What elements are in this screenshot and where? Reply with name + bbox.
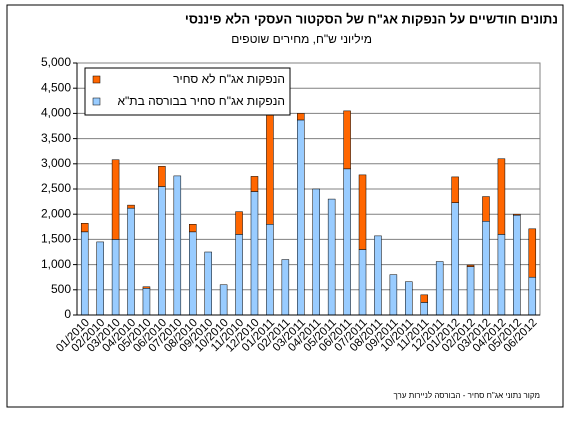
bar-segment	[219, 284, 228, 316]
bar-segment	[497, 158, 506, 235]
bar-segment	[405, 281, 413, 316]
chart-subtitle: מיליוני ש"ח, מחירים שוטפים	[231, 32, 372, 46]
bar-segment	[466, 266, 475, 316]
y-tick-label: 2,000	[41, 206, 71, 220]
y-tick-label: 3,500	[41, 131, 71, 145]
bar-segment	[343, 110, 351, 170]
bar-segment	[111, 239, 120, 316]
y-tick-label: 4,500	[41, 80, 71, 94]
bar-segment	[358, 174, 367, 250]
bar-segment	[189, 224, 197, 233]
y-tick-label: 1,000	[41, 257, 71, 271]
bar-segment	[297, 119, 305, 316]
bar-segment	[343, 168, 351, 316]
y-tick-label: 3,000	[41, 156, 71, 170]
bar-segment	[389, 274, 398, 316]
bar-segment	[420, 302, 428, 316]
bar-segment	[358, 249, 367, 316]
bar-segment	[297, 113, 305, 121]
bar-segment	[250, 191, 259, 316]
bar-segment	[482, 221, 490, 316]
bar-segment	[466, 264, 475, 267]
legend-swatch	[92, 75, 101, 84]
bar-segment	[312, 188, 320, 316]
bar-segment	[189, 231, 197, 316]
bar-segment	[281, 259, 290, 316]
bar-segment	[80, 223, 89, 233]
bar-segment	[235, 211, 243, 235]
legend-swatch	[92, 97, 101, 106]
bar-segment	[420, 294, 428, 303]
bar-segment	[127, 207, 135, 316]
bar-segment	[528, 276, 537, 316]
bar-segment	[451, 176, 459, 203]
bar-segment	[96, 241, 104, 316]
bar-segment	[235, 234, 243, 316]
legend-box	[84, 67, 291, 116]
bar-segment	[451, 202, 459, 316]
bar-segment	[80, 231, 89, 316]
bar-segment	[327, 198, 336, 316]
bar-segment	[374, 235, 382, 316]
bar-segment	[513, 214, 521, 316]
y-tick-label: 4,000	[41, 106, 71, 120]
y-tick-label: 2,500	[41, 181, 71, 195]
y-tick-label: 1,500	[41, 232, 71, 246]
bar-segment	[435, 261, 444, 316]
bar-segment	[142, 286, 151, 289]
legend-label: הנפקות אג"ח סחיר בבורסה בת"א	[117, 94, 285, 108]
bar-segment	[497, 234, 506, 316]
bar-segment	[513, 213, 521, 216]
bar-segment	[528, 228, 537, 278]
bar-segment	[250, 176, 259, 192]
bar-segment	[173, 175, 182, 316]
bar-segment	[204, 251, 212, 316]
bar-segment	[142, 288, 151, 316]
y-tick-label: 500	[51, 282, 71, 296]
chart-title: נתונים חודשיים על הנפקות אג"ח של הסקטור …	[185, 11, 558, 26]
bar-segment	[158, 166, 166, 187]
source-note: מקור נתוני אג"ח סחיר - הבורסה לניירות ער…	[394, 391, 540, 400]
bar-segment	[482, 196, 490, 222]
bar-segment	[266, 224, 274, 316]
bar-segment	[111, 159, 120, 240]
bar-segment	[158, 186, 166, 316]
bar-segment	[266, 113, 274, 225]
y-tick-label: 5,000	[41, 55, 71, 69]
legend-label: הנפקות אג"ח לא סחיר	[173, 72, 285, 86]
y-tick-label: 0	[64, 307, 71, 321]
bar-segment	[127, 204, 135, 209]
